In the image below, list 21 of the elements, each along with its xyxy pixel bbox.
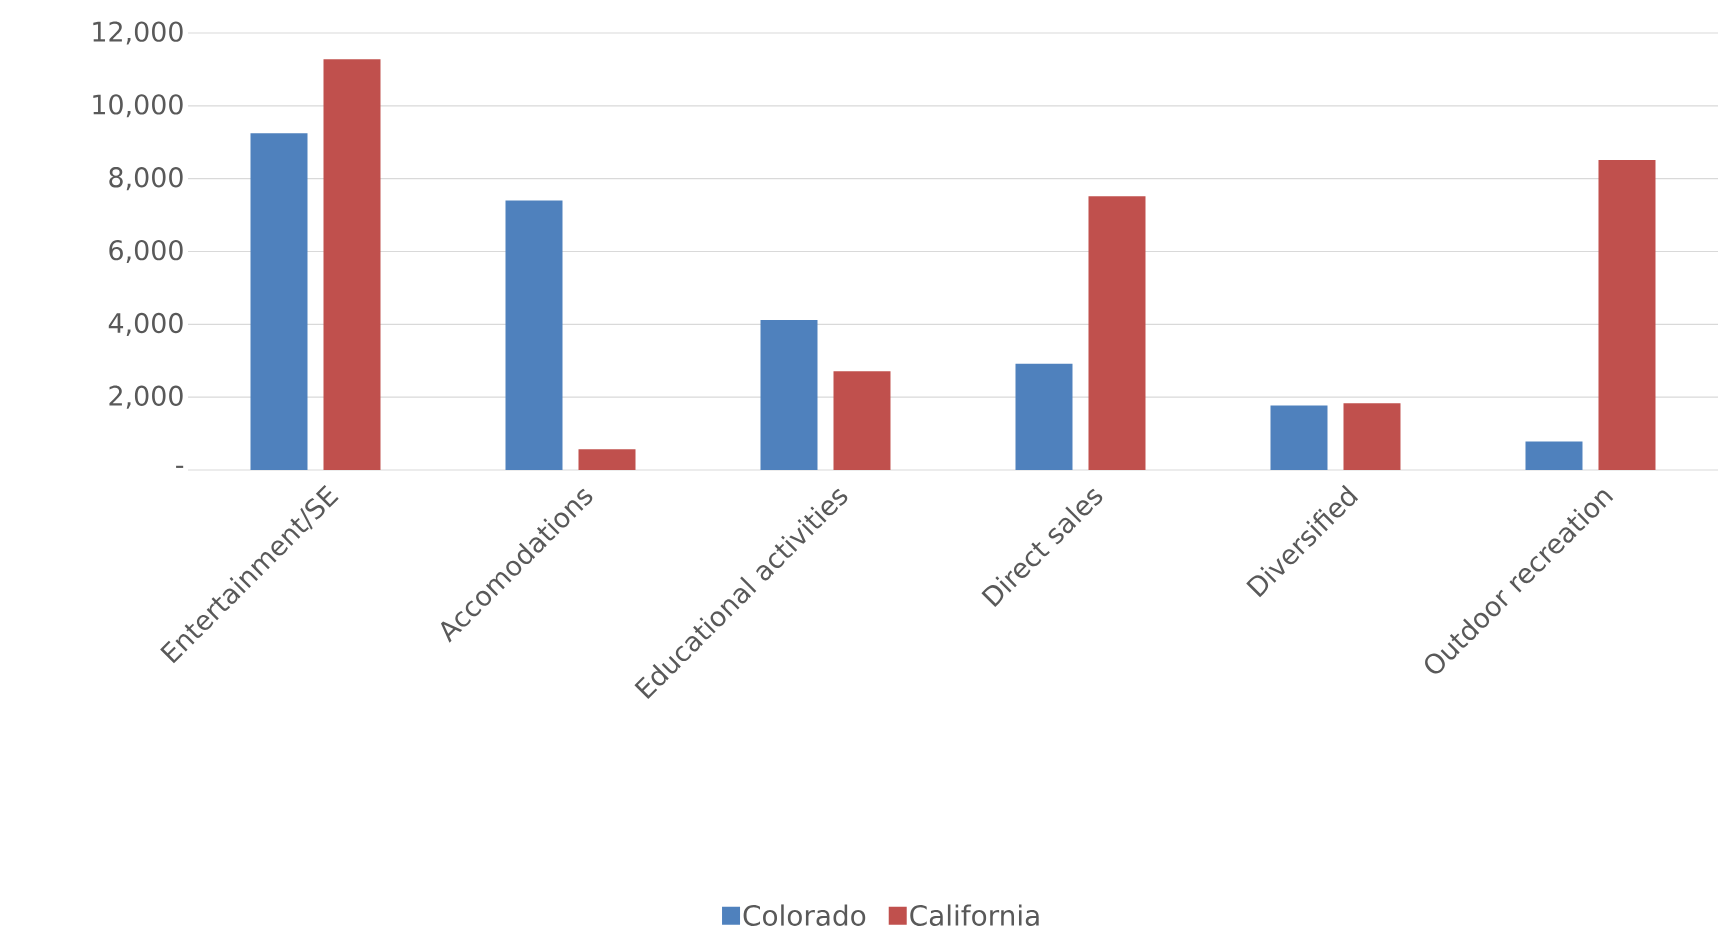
bar [323, 59, 381, 470]
bar [1270, 405, 1328, 470]
bar [1598, 160, 1656, 470]
bar [833, 371, 891, 470]
bar [1015, 363, 1073, 470]
bar [1343, 403, 1401, 470]
y-tick-label: 4,000 [108, 312, 183, 336]
y-tick-label: 2,000 [109, 385, 183, 409]
y-tick-label: 12,000 [93, 21, 183, 45]
bar [505, 200, 563, 470]
bar [578, 449, 636, 470]
y-tick-label: 8,000 [109, 167, 183, 191]
bar [1525, 441, 1583, 470]
bar [250, 133, 308, 470]
bar [760, 319, 818, 470]
legend-label: Colorado [743, 904, 866, 926]
y-tick-label: 10,000 [93, 94, 183, 118]
y-tick-label: - [176, 465, 184, 468]
y-tick-label: 6,000 [109, 239, 183, 264]
bar [1088, 196, 1146, 470]
legend-label: California [910, 904, 1039, 926]
